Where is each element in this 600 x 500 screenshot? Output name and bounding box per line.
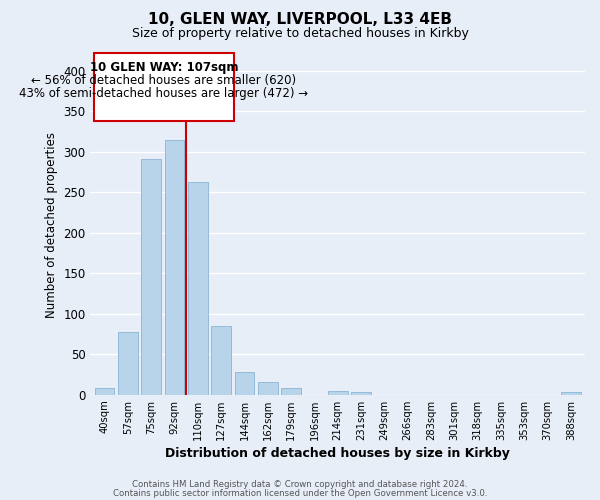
Bar xyxy=(211,326,231,395)
Bar xyxy=(118,332,138,395)
Bar xyxy=(141,159,161,395)
Bar xyxy=(281,388,301,395)
Text: 10 GLEN WAY: 107sqm: 10 GLEN WAY: 107sqm xyxy=(90,61,238,74)
Bar xyxy=(258,382,278,395)
Text: 10, GLEN WAY, LIVERPOOL, L33 4EB: 10, GLEN WAY, LIVERPOOL, L33 4EB xyxy=(148,12,452,28)
Bar xyxy=(95,388,115,395)
Bar xyxy=(561,392,581,395)
Text: Contains HM Land Registry data © Crown copyright and database right 2024.: Contains HM Land Registry data © Crown c… xyxy=(132,480,468,489)
Text: ← 56% of detached houses are smaller (620): ← 56% of detached houses are smaller (62… xyxy=(31,74,296,87)
Bar xyxy=(164,140,184,395)
Text: Size of property relative to detached houses in Kirkby: Size of property relative to detached ho… xyxy=(131,28,469,40)
Bar xyxy=(188,182,208,395)
Y-axis label: Number of detached properties: Number of detached properties xyxy=(45,132,58,318)
FancyBboxPatch shape xyxy=(94,52,234,121)
Bar xyxy=(351,392,371,395)
Bar xyxy=(235,372,254,395)
Text: Contains public sector information licensed under the Open Government Licence v3: Contains public sector information licen… xyxy=(113,488,487,498)
Text: 43% of semi-detached houses are larger (472) →: 43% of semi-detached houses are larger (… xyxy=(19,87,308,100)
X-axis label: Distribution of detached houses by size in Kirkby: Distribution of detached houses by size … xyxy=(165,447,510,460)
Bar xyxy=(328,391,347,395)
